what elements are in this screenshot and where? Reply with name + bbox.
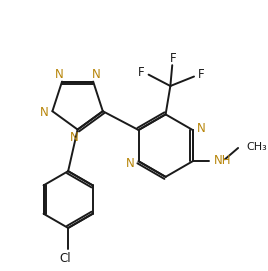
Text: F: F bbox=[170, 52, 177, 65]
Text: Cl: Cl bbox=[59, 252, 71, 265]
Text: N: N bbox=[126, 157, 135, 170]
Text: N: N bbox=[39, 106, 48, 119]
Text: N: N bbox=[69, 131, 78, 144]
Text: N: N bbox=[55, 69, 64, 82]
Text: N: N bbox=[197, 122, 206, 135]
Text: NH: NH bbox=[214, 154, 231, 167]
Text: CH₃: CH₃ bbox=[247, 142, 267, 152]
Text: F: F bbox=[138, 66, 144, 79]
Text: F: F bbox=[198, 68, 205, 81]
Text: N: N bbox=[92, 69, 100, 82]
